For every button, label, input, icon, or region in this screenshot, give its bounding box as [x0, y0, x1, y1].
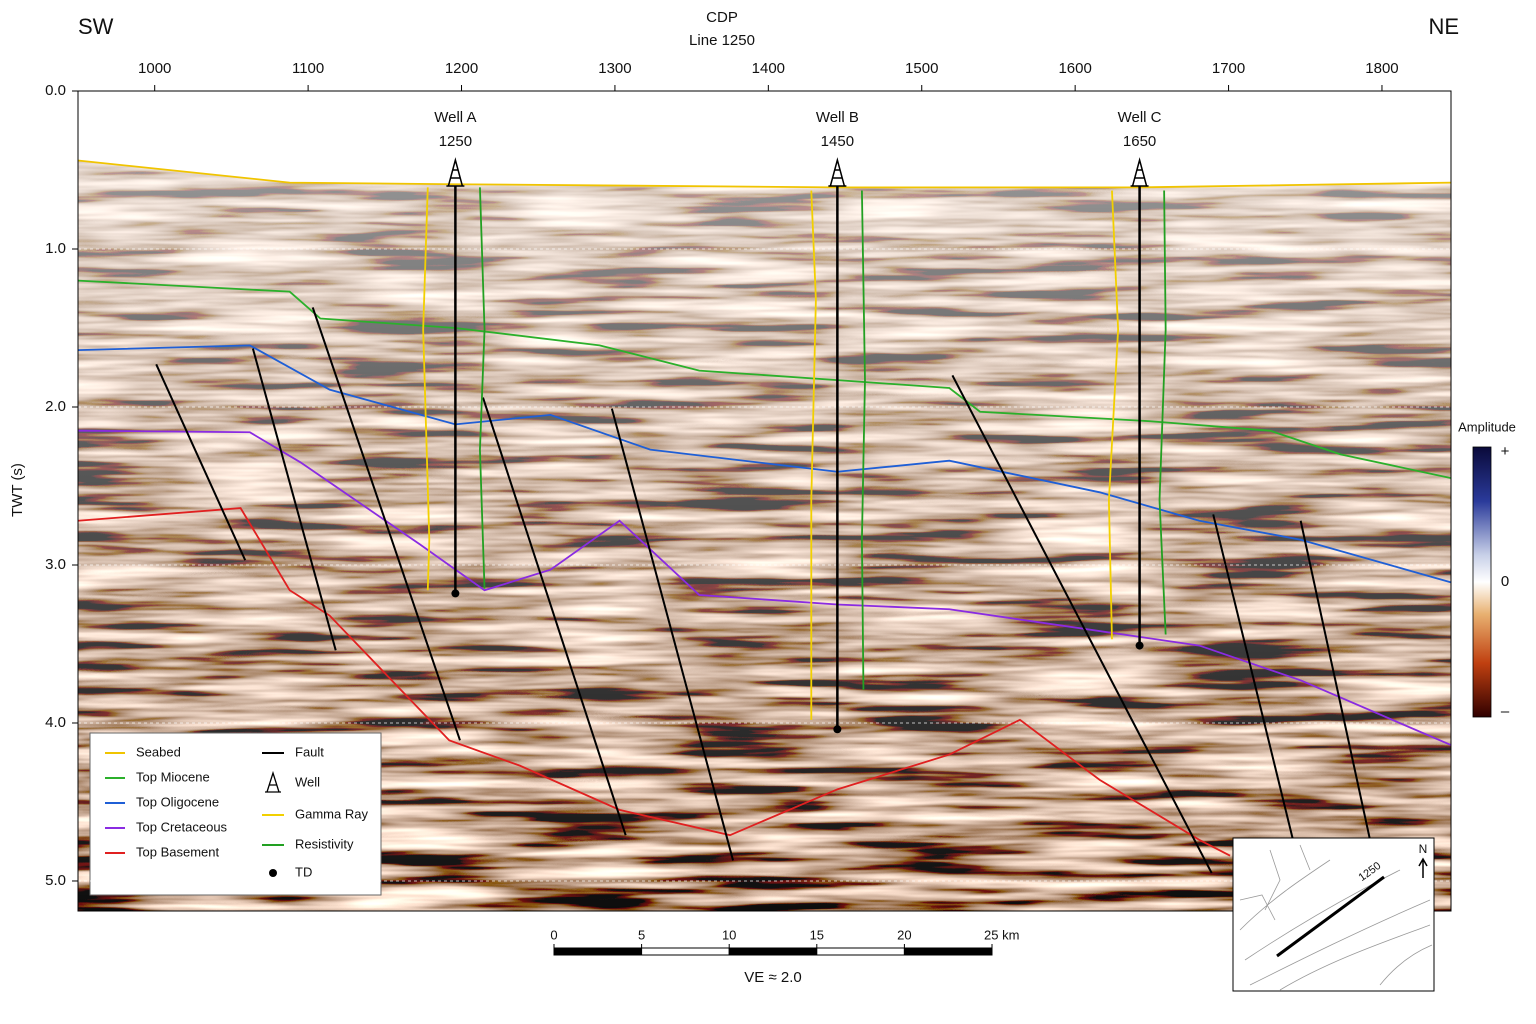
gamma-ray-log — [1107, 190, 1120, 640]
x-tick-label: 1100 — [292, 60, 324, 77]
well-name: Well B — [816, 109, 859, 126]
legend — [89, 732, 382, 896]
colorbar-label: – — [1501, 703, 1510, 720]
scale-segment — [553, 947, 643, 956]
right-direction: NE — [1428, 14, 1459, 39]
scale-segment — [641, 947, 730, 956]
inset-map: 1250 N — [1232, 837, 1435, 992]
well-cdp: 1650 — [1123, 133, 1156, 150]
scale-segment — [903, 947, 993, 956]
inset-contours — [1239, 844, 1433, 991]
colorbar-label: 0 — [1501, 573, 1509, 590]
x-tick-label: 1800 — [1365, 60, 1398, 77]
inset-line — [1276, 875, 1385, 958]
x-tick-label: 1400 — [752, 60, 785, 77]
x-tick-label: 1000 — [138, 60, 171, 77]
fault — [1212, 514, 1294, 841]
left-direction: SW — [78, 14, 114, 39]
gamma-ray-log — [810, 190, 817, 720]
td-marker — [451, 589, 460, 598]
x-tick-label: 1600 — [1058, 60, 1091, 77]
resistivity-log — [479, 187, 486, 589]
water-column — [78, 91, 1451, 188]
y-tick-label: 1.0 — [45, 240, 66, 257]
legend-label: Seabed — [136, 744, 181, 759]
scale-segment — [728, 947, 818, 956]
well-icon — [828, 157, 847, 187]
fault — [951, 374, 1213, 874]
legend-label: Top Miocene — [136, 769, 210, 784]
well-cdp: 1450 — [821, 133, 854, 150]
scale-label: 15 — [810, 927, 824, 942]
well-name: Well C — [1118, 109, 1162, 126]
fault — [155, 363, 247, 561]
well-name: Well A — [434, 109, 476, 126]
legend-label: Well — [295, 774, 320, 789]
x-tick-label: 1300 — [598, 60, 631, 77]
td-marker — [1135, 641, 1144, 650]
x-tick-label: 1700 — [1212, 60, 1245, 77]
y-tick-label: 0.0 — [45, 82, 66, 99]
scale-label: 5 — [638, 927, 645, 942]
well-icon — [446, 157, 465, 187]
legend-swatch — [269, 869, 277, 877]
scale-label: 20 — [897, 927, 911, 942]
resistivity-log — [861, 190, 866, 690]
legend-label: Top Cretaceous — [136, 819, 228, 834]
x-axis-subtitle: Line 1250 — [689, 32, 755, 49]
fault — [482, 397, 627, 836]
colorbar-title: Amplitude — [1458, 419, 1516, 434]
scale-label: 25 km — [984, 927, 1019, 942]
fault — [1299, 520, 1371, 839]
north-arrow — [1418, 857, 1428, 878]
legend-label: Fault — [295, 744, 324, 759]
y-tick-label: 5.0 — [45, 872, 66, 889]
y-tick-label: 3.0 — [45, 556, 66, 573]
legend-label: Gamma Ray — [295, 806, 368, 821]
horizon — [77, 507, 1231, 857]
colorbar-label: + — [1501, 443, 1510, 460]
horizon — [77, 159, 1452, 189]
well-icon — [1130, 157, 1149, 187]
fault — [311, 307, 461, 741]
x-axis-title: CDP — [706, 9, 738, 26]
x-tick-label: 1500 — [905, 60, 938, 77]
well-cdp: 1250 — [439, 133, 472, 150]
legend-label: TD — [295, 864, 312, 879]
north-label: N — [1419, 842, 1428, 856]
y-axis-title: TWT (s) — [9, 463, 26, 517]
plot-frame — [77, 90, 1452, 912]
ve-label: VE ≈ 2.0 — [744, 969, 801, 986]
fault — [610, 408, 735, 861]
resistivity-log — [1158, 190, 1167, 635]
scale-label: 0 — [550, 927, 557, 942]
legend-label: Resistivity — [295, 836, 354, 851]
gamma-ray-log — [422, 187, 431, 591]
legend-swatch — [265, 770, 281, 793]
legend-label: Top Oligocene — [136, 794, 219, 809]
y-tick-label: 4.0 — [45, 714, 66, 731]
y-tick-label: 2.0 — [45, 398, 66, 415]
colorbar — [1472, 446, 1492, 718]
fault — [251, 348, 337, 651]
legend-label: Top Basement — [136, 844, 219, 859]
scale-segment — [816, 947, 905, 956]
x-tick-label: 1200 — [445, 60, 478, 77]
horizon — [77, 429, 1452, 746]
scale-label: 10 — [722, 927, 736, 942]
td-marker — [833, 725, 842, 734]
